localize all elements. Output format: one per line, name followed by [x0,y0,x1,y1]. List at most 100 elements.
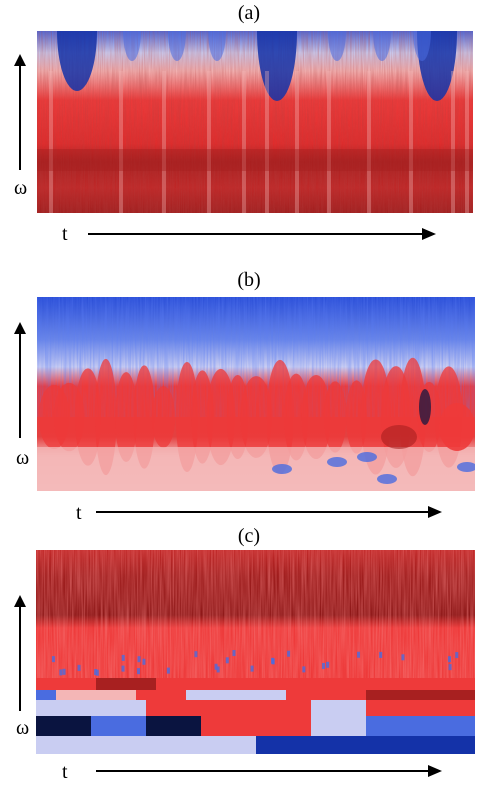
blue-speck [326,661,330,668]
light-stripe [465,71,469,213]
panel-b-spectrogram [37,297,475,491]
band-segment [36,700,91,716]
blue-speck [51,656,55,663]
band-segment [36,678,96,690]
red-blob [439,403,475,451]
blue-speck [448,664,452,671]
band-segment [156,678,236,690]
blue-speck [214,663,218,670]
blue-streak [328,31,346,61]
light-stripe [49,71,53,213]
band-segment [336,678,475,690]
blue-streak [168,31,186,61]
band-segment [261,700,311,716]
light-stripe [327,71,331,213]
blue-speck [401,654,405,661]
panel-b-t-label: t [76,502,82,524]
blue-cap [257,31,297,101]
band-segment [416,716,475,736]
panel-a-spectrogram [37,31,473,213]
blue-streak [123,31,141,61]
panel-c-t-label: t [62,761,68,783]
light-stripe [295,71,299,213]
blue-blob [377,474,397,484]
blue-speck [142,658,146,665]
light-stripe [367,71,371,213]
panel-c-label: (c) [237,525,261,547]
band-segment [36,736,146,754]
blue-speck [166,667,170,674]
band-segment [286,690,366,700]
blue-streak [413,31,431,61]
blue-speck [321,662,325,669]
red-plume [266,359,294,475]
light-stripe [162,71,166,213]
blue-streak [208,31,226,61]
light-stripe [242,71,246,213]
band-segment [256,716,311,736]
blue-cap [57,31,97,91]
red-plume [74,368,101,466]
red-plume [360,359,391,475]
band-segment [311,700,366,716]
blue-speck [95,669,99,676]
blue-speck [447,656,451,663]
blue-speck [137,656,141,663]
panel-b-y-arrow [14,322,26,438]
red-plume [95,358,117,476]
light-stripe [207,71,211,213]
band-segment [256,736,475,754]
red-plume [133,365,155,469]
light-stripe [119,71,123,213]
dark-blue-streak [419,389,431,425]
panel-a-y-arrow [14,54,26,170]
band-segment [146,716,201,736]
panel-b-omega-label: ω [16,447,30,469]
blue-speck [77,664,81,671]
band-segment [146,736,256,754]
band-segment [201,716,256,736]
panel-a-label: (a) [237,2,261,24]
red-plume [151,386,176,448]
blue-speck [121,665,125,672]
blue-speck [225,657,229,664]
lower-band [37,447,475,491]
band-segment [91,700,146,716]
panel-b-x-arrow [96,506,442,518]
blue-speck [59,669,63,676]
light-stripe [409,71,413,213]
red-plume [175,361,199,473]
light-stripe [451,71,455,213]
red-plume [240,376,273,458]
panel-c-omega-label: ω [16,717,30,739]
blue-speck [194,651,198,658]
panel-b-label: (b) [237,269,261,291]
band-segment [311,716,366,736]
red-plume [191,370,214,464]
red-plume [206,368,236,466]
panel-c-spectrogram [36,550,475,754]
panel-a-omega-label: ω [14,177,28,199]
panel-c-y-arrow [14,595,26,711]
blue-speck [216,666,220,673]
band-segment [186,690,286,700]
red-plume [283,373,309,461]
light-stripe [265,71,269,213]
red-plume [323,381,347,453]
blue-speck [121,654,125,661]
blue-blob [457,462,475,472]
band-segment [136,690,186,700]
band-segment [236,678,336,690]
panel-a-t-label: t [62,223,68,245]
band-segment [366,716,416,736]
panel-c-x-arrow [96,765,442,777]
blue-speck [94,669,98,676]
band-segment [366,700,416,716]
band-segment [146,700,201,716]
blue-speck [62,668,66,675]
band-segment [36,716,91,736]
panel-a-x-arrow [88,228,436,240]
band-segment [56,690,136,700]
blue-speck [232,650,236,657]
dark-red-blob [381,425,417,449]
